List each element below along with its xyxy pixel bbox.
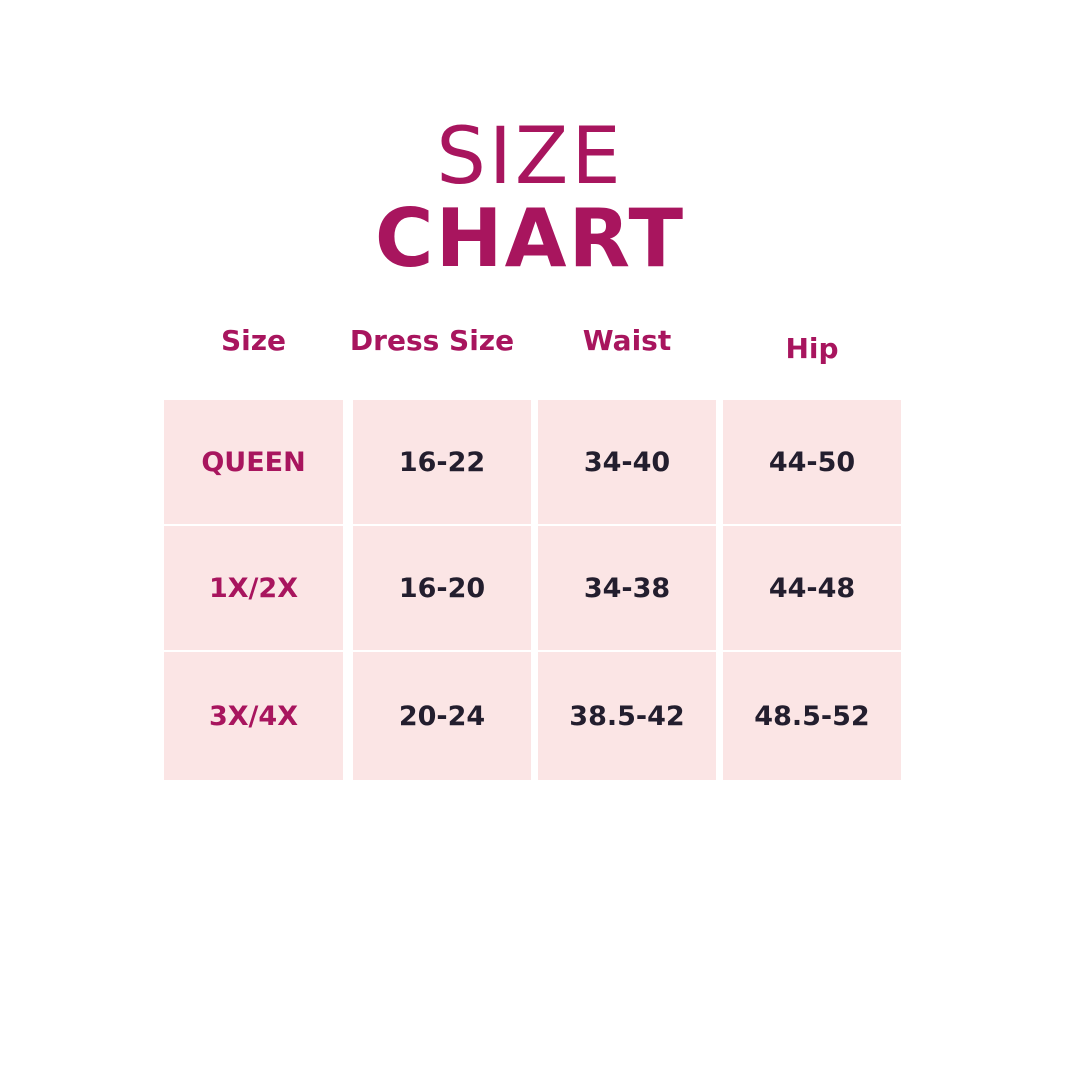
table-cell: 48.5-52 bbox=[723, 652, 901, 780]
title-chart: CHART bbox=[374, 192, 686, 285]
cell-text: 38.5-42 bbox=[569, 700, 685, 732]
table-cell: 16-22 bbox=[353, 400, 531, 524]
cell-text: 34-40 bbox=[583, 446, 671, 478]
column-header-dress-size: Dress Size bbox=[349, 324, 515, 357]
cell-text: 34-38 bbox=[583, 572, 671, 604]
cell-text: 16-22 bbox=[398, 446, 486, 478]
column-header-waist: Waist bbox=[582, 324, 672, 357]
cell-text: 1X/2X bbox=[208, 572, 299, 604]
size-label-cell: QUEEN bbox=[164, 400, 343, 524]
column-header-size: Size bbox=[220, 324, 287, 357]
cell-text: 3X/4X bbox=[208, 700, 299, 732]
table-cell: 44-50 bbox=[723, 400, 901, 524]
cell-text: 48.5-52 bbox=[754, 700, 870, 732]
cell-text: 16-20 bbox=[398, 572, 486, 604]
table-cell: 20-24 bbox=[353, 652, 531, 780]
size-label-cell: 1X/2X bbox=[164, 526, 343, 650]
table-cell: 34-40 bbox=[538, 400, 716, 524]
table-cell: 16-20 bbox=[353, 526, 531, 650]
cell-text: 44-48 bbox=[768, 572, 856, 604]
cell-text: 20-24 bbox=[398, 700, 486, 732]
table-cell: 38.5-42 bbox=[538, 652, 716, 780]
title-size: SIZE bbox=[436, 112, 624, 202]
cell-text: 44-50 bbox=[768, 446, 856, 478]
cell-text: QUEEN bbox=[201, 446, 306, 478]
table-cell: 44-48 bbox=[723, 526, 901, 650]
size-label-cell: 3X/4X bbox=[164, 652, 343, 780]
table-cell: 34-38 bbox=[538, 526, 716, 650]
column-header-hip: Hip bbox=[785, 332, 839, 365]
